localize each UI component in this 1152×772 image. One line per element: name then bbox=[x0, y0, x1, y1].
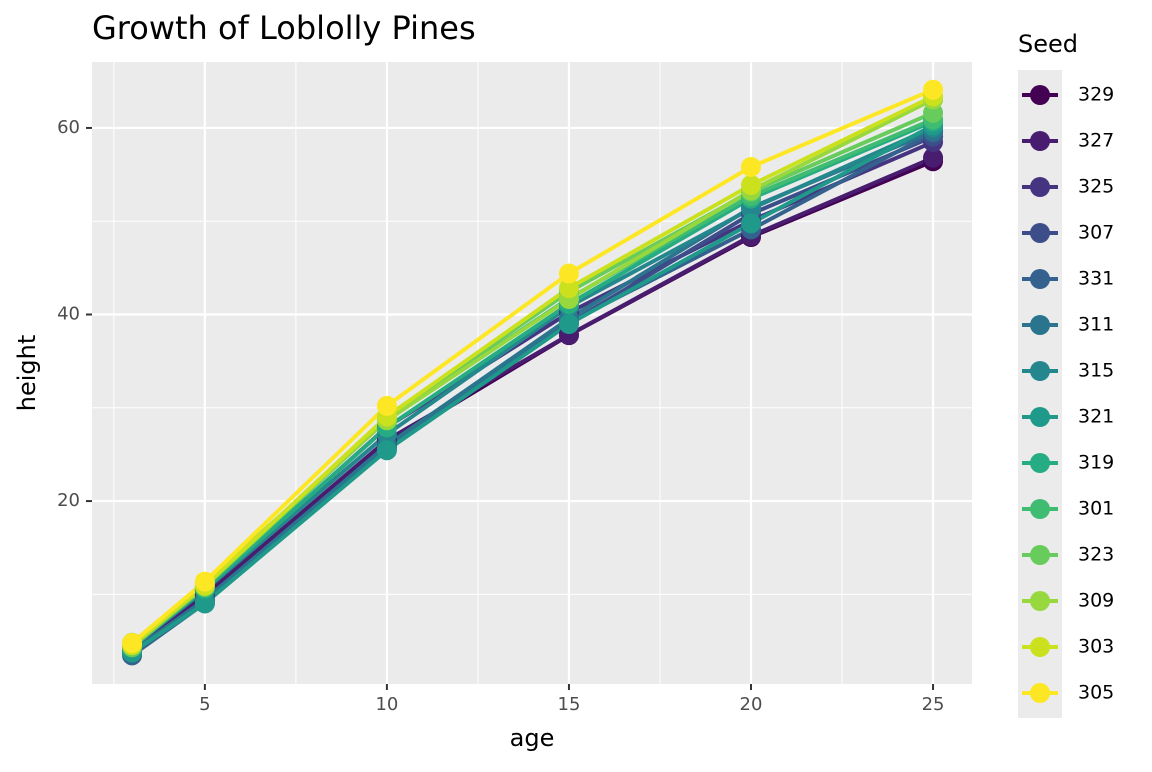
legend-label: 327 bbox=[1078, 130, 1114, 152]
data-point bbox=[558, 263, 579, 284]
series-line bbox=[130, 94, 934, 647]
legend-marker bbox=[1030, 499, 1050, 519]
legend-label: 321 bbox=[1078, 406, 1114, 428]
data-point bbox=[923, 147, 944, 168]
legend-label: 311 bbox=[1078, 314, 1114, 336]
legend-marker bbox=[1030, 683, 1050, 703]
legend-marker bbox=[1030, 315, 1050, 335]
chart-title: Growth of Loblolly Pines bbox=[92, 9, 476, 47]
legend-marker bbox=[1030, 269, 1050, 289]
marks bbox=[122, 79, 944, 666]
legend-key-background bbox=[1018, 70, 1062, 718]
x-tick-label: 5 bbox=[199, 694, 210, 715]
legend-label: 307 bbox=[1078, 222, 1114, 244]
legend-label: 303 bbox=[1078, 636, 1114, 658]
y-axis-label: height bbox=[13, 335, 41, 412]
legend-label: 319 bbox=[1078, 452, 1114, 474]
legend-marker bbox=[1030, 637, 1050, 657]
data-point bbox=[923, 79, 944, 100]
legend-label: 329 bbox=[1078, 84, 1114, 106]
legend: 329 327 325 307 331 311 315 321 319 301 323 309 303 3… bbox=[1022, 84, 1114, 704]
y-tick-label: 40 bbox=[57, 304, 80, 325]
legend-marker bbox=[1030, 85, 1050, 105]
legend-marker bbox=[1030, 591, 1050, 611]
legend-marker bbox=[1030, 177, 1050, 197]
x-tick-label: 15 bbox=[558, 694, 581, 715]
x-tick-label: 10 bbox=[375, 694, 398, 715]
y-tick-label: 60 bbox=[57, 117, 80, 138]
series-line bbox=[130, 123, 934, 655]
legend-label: 315 bbox=[1078, 360, 1114, 382]
data-point bbox=[558, 314, 579, 335]
data-point bbox=[376, 440, 397, 461]
legend-label: 309 bbox=[1078, 590, 1114, 612]
legend-label: 323 bbox=[1078, 544, 1114, 566]
data-point bbox=[376, 395, 397, 416]
data-point bbox=[122, 632, 143, 653]
data-point bbox=[740, 213, 761, 234]
legend-marker bbox=[1030, 223, 1050, 243]
legend-marker bbox=[1030, 131, 1050, 151]
x-tick-label: 20 bbox=[740, 694, 763, 715]
data-point bbox=[194, 571, 215, 592]
data-point bbox=[194, 593, 215, 614]
series-line bbox=[130, 87, 934, 645]
legend-marker bbox=[1030, 361, 1050, 381]
x-tick-label: 25 bbox=[922, 694, 945, 715]
x-axis-label: age bbox=[510, 724, 555, 752]
legend-marker bbox=[1030, 453, 1050, 473]
data-point bbox=[740, 156, 761, 177]
legend-marker bbox=[1030, 545, 1050, 565]
data-point bbox=[740, 175, 761, 196]
legend-label: 301 bbox=[1078, 498, 1114, 520]
legend-title: Seed bbox=[1018, 30, 1078, 58]
legend-label: 331 bbox=[1078, 268, 1114, 290]
y-tick-label: 20 bbox=[57, 490, 80, 511]
data-point bbox=[558, 278, 579, 299]
legend-label: 305 bbox=[1078, 682, 1114, 704]
legend-marker bbox=[1030, 407, 1050, 427]
legend-label: 325 bbox=[1078, 176, 1114, 198]
